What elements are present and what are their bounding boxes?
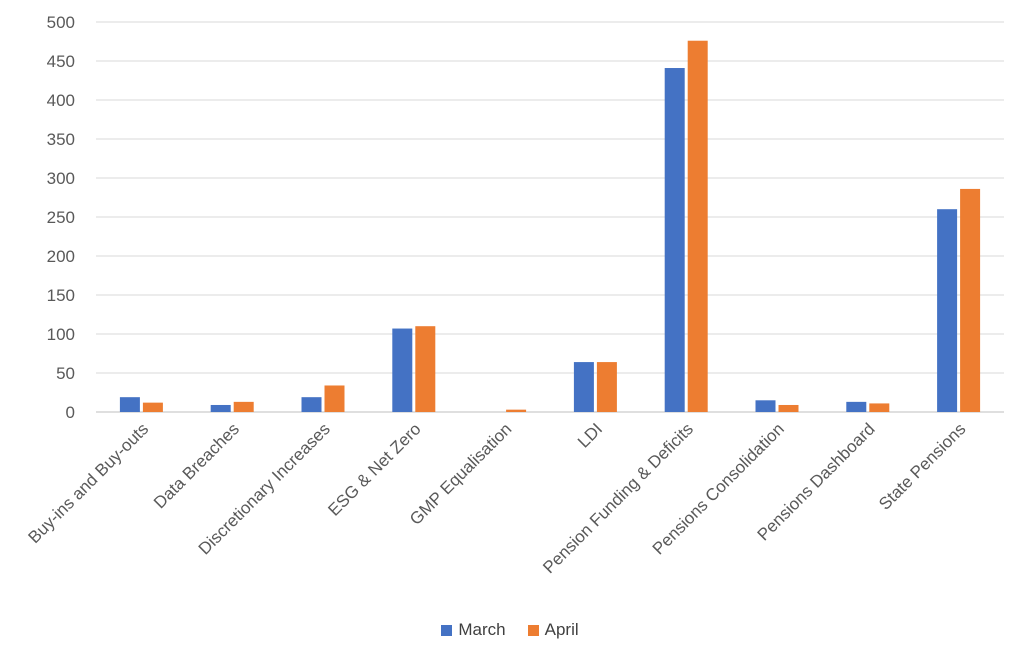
legend-swatch-april (527, 624, 539, 636)
x-tick-label: LDI (574, 419, 606, 451)
bar-march (301, 397, 322, 412)
bar-april (778, 404, 799, 412)
y-tick-label: 150 (47, 286, 75, 305)
bar-march (210, 404, 231, 412)
bars (119, 40, 981, 413)
y-axis-ticks: 0 50 100 150 200 250 300 350 400 450 500 (47, 13, 75, 422)
x-tick-label: State Pensions (875, 419, 969, 513)
y-tick-label: 350 (47, 130, 75, 149)
y-tick-label: 400 (47, 91, 75, 110)
bar-march (573, 362, 594, 412)
y-tick-label: 450 (47, 52, 75, 71)
bar-april (960, 188, 981, 412)
y-tick-label: 100 (47, 325, 75, 344)
legend-label-march: March (458, 620, 506, 639)
y-tick-label: 500 (47, 13, 75, 32)
legend-label-april: April (544, 620, 579, 639)
y-tick-label: 250 (47, 208, 75, 227)
gridlines (96, 21, 1004, 413)
bar-april (506, 409, 527, 412)
bar-march (664, 68, 685, 413)
legend: March April (0, 620, 1020, 640)
x-tick-label: GMP Equalisation (406, 419, 515, 528)
bar-march (755, 400, 776, 412)
legend-swatch-march (441, 624, 453, 636)
bar-april (142, 402, 163, 412)
x-tick-label: Data Breaches (150, 419, 243, 512)
x-tick-label: Buy-ins and Buy-outs (25, 419, 153, 547)
bar-april (233, 401, 254, 412)
bar-april (869, 403, 890, 412)
bar-march (392, 328, 413, 412)
x-tick-label: Pension Funding & Deficits (539, 419, 697, 577)
bar-april (596, 362, 617, 412)
bar-april (324, 385, 345, 412)
y-tick-label: 50 (56, 364, 75, 383)
legend-item-april: April (527, 620, 579, 640)
bar-april (687, 40, 708, 412)
bar-march (846, 401, 867, 412)
y-tick-label: 0 (66, 403, 75, 422)
y-tick-label: 200 (47, 247, 75, 266)
bar-march (937, 209, 958, 412)
bar-april (415, 326, 436, 412)
y-tick-label: 300 (47, 169, 75, 188)
x-tick-label: ESG & Net Zero (324, 419, 424, 519)
bar-march (119, 397, 140, 412)
legend-item-march: March (441, 620, 506, 640)
